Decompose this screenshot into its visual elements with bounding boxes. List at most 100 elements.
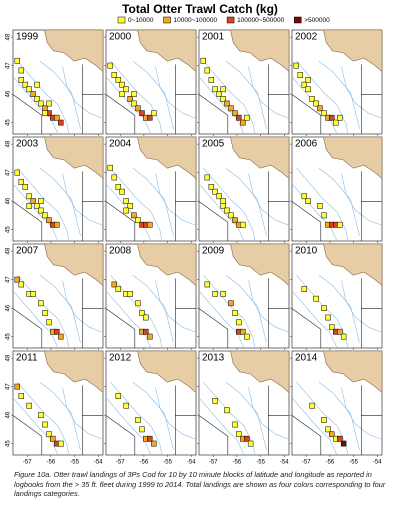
- catch-cell: [42, 212, 48, 219]
- contour: [155, 387, 197, 440]
- year-bg: [293, 138, 317, 149]
- catch-cell: [18, 77, 25, 83]
- year-label: 2009: [202, 246, 225, 257]
- legend-swatch: [117, 16, 126, 24]
- catch-cell: [305, 86, 311, 93]
- catch-cell: [42, 105, 48, 112]
- year-bg: [14, 352, 38, 363]
- boundary: [12, 308, 43, 348]
- land: [323, 29, 383, 73]
- y-tick-label: 45: [6, 440, 12, 447]
- map-panel: 2007 45 46 47 48: [6, 243, 104, 350]
- catch-cell: [212, 291, 218, 297]
- catch-cell: [240, 328, 246, 335]
- land: [323, 243, 383, 287]
- contour: [39, 274, 81, 343]
- land: [137, 243, 197, 287]
- catch-cell: [18, 179, 25, 185]
- catch-cell: [232, 110, 238, 117]
- x-tick-label: -55: [349, 460, 358, 466]
- x-tick-label: -56: [140, 460, 149, 466]
- catch-cell: [317, 105, 323, 112]
- contour: [110, 61, 163, 135]
- catch-cell: [14, 169, 20, 176]
- year-label: 2010: [295, 246, 318, 257]
- catch-cell: [34, 81, 40, 88]
- catch-cell: [58, 119, 64, 126]
- contour: [105, 76, 152, 135]
- y-tick-label: 48: [6, 247, 12, 254]
- year-bg: [14, 31, 38, 42]
- contour: [132, 381, 174, 450]
- contour: [341, 280, 383, 333]
- boundary: [198, 94, 229, 134]
- catch-cell: [224, 207, 230, 214]
- catch-cell: [325, 426, 331, 433]
- x-tick-label: -57: [116, 460, 125, 466]
- catch-cell: [34, 96, 40, 102]
- map-panel: 1999 45 46 47 48: [6, 29, 104, 136]
- catch-cell: [147, 333, 153, 340]
- year-label: 2012: [109, 353, 132, 364]
- legend-swatch: [226, 16, 235, 24]
- contour: [39, 167, 81, 236]
- catch-cell: [301, 286, 308, 292]
- contour: [248, 280, 290, 333]
- catch-cell: [301, 81, 308, 88]
- legend-label: >500000: [304, 17, 330, 24]
- catch-cell: [329, 324, 335, 331]
- legend-swatch: [294, 16, 302, 24]
- contour: [296, 61, 349, 135]
- y-tick-label: 48: [6, 354, 12, 361]
- catch-cell: [107, 62, 113, 69]
- year-label: 1999: [16, 32, 39, 43]
- year-label: 2000: [109, 32, 132, 43]
- catch-cell: [127, 291, 133, 297]
- catch-cell: [18, 393, 25, 399]
- x-tick-label: -54: [187, 460, 196, 466]
- catch-cell: [26, 193, 32, 200]
- chart-title: Total Otter Trawl Catch (kg): [122, 2, 278, 16]
- y-tick-label: 47: [6, 383, 12, 390]
- boundary: [198, 201, 229, 241]
- catch-cell: [232, 310, 238, 316]
- boundary: [198, 415, 229, 455]
- x-tick-label: -57: [209, 460, 218, 466]
- catch-cell: [14, 57, 20, 64]
- x-tick-label: -55: [70, 460, 79, 466]
- catch-cell: [42, 110, 48, 117]
- y-tick-label: 45: [6, 226, 12, 233]
- catch-cell: [111, 174, 118, 181]
- catch-cell: [212, 398, 218, 404]
- x-tick-label: -56: [233, 460, 242, 466]
- map-panel: 2005: [197, 136, 290, 243]
- catch-cell: [54, 221, 60, 228]
- catch-cell: [147, 435, 153, 442]
- y-tick-label: 47: [6, 62, 12, 69]
- catch-cell: [131, 91, 137, 97]
- catch-cell: [321, 417, 327, 423]
- boundary: [105, 308, 136, 348]
- catch-cell: [127, 96, 133, 102]
- contour: [62, 280, 104, 333]
- catch-cell: [143, 314, 149, 321]
- catch-cell: [119, 81, 125, 88]
- catch-cell: [228, 105, 234, 112]
- catch-cell: [340, 333, 347, 340]
- year-bg: [200, 245, 224, 256]
- boundary: [105, 415, 136, 455]
- boundary: [105, 201, 136, 241]
- catch-cell: [42, 421, 48, 428]
- contour: [198, 397, 245, 456]
- year-bg: [293, 31, 317, 42]
- legend-label: 10000~100000: [174, 17, 218, 24]
- contour: [341, 387, 383, 440]
- catch-cell: [14, 276, 20, 283]
- catch-cell: [139, 426, 145, 433]
- catch-cell: [46, 319, 52, 326]
- catch-cell: [46, 100, 52, 107]
- catch-cell: [38, 300, 44, 307]
- catch-cell: [204, 174, 211, 181]
- year-bg: [200, 138, 224, 149]
- contour: [318, 274, 360, 343]
